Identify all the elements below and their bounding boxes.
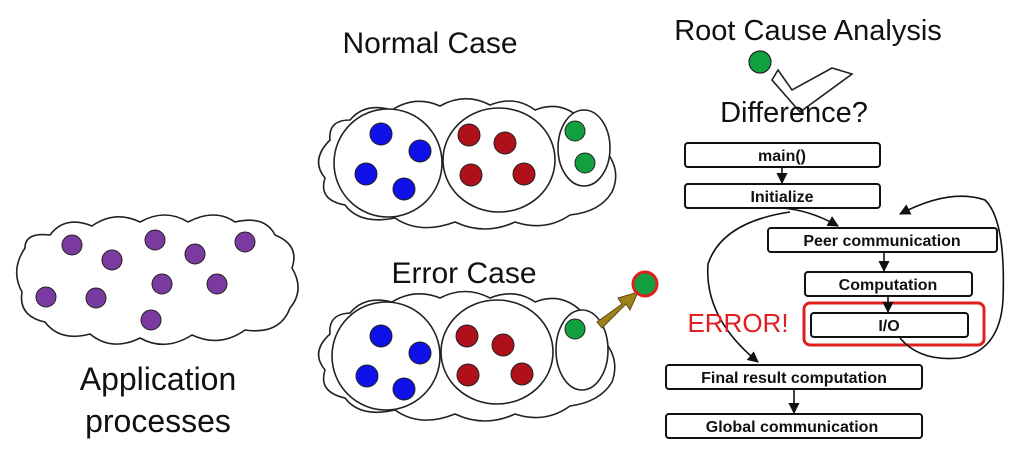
flow-label-final: Final result computation: [701, 370, 887, 387]
red-process: [510, 362, 534, 386]
process-dot: [61, 234, 83, 256]
error-case-label: Error Case: [391, 257, 536, 290]
flow-label-main: main(): [758, 148, 806, 165]
faulty-process-arrow: [596, 291, 639, 329]
red-process: [455, 324, 479, 348]
green-process: [564, 318, 586, 340]
red-process: [459, 163, 483, 187]
error-case-cluster: [317, 290, 616, 422]
green-group: [557, 109, 611, 187]
application-label-line1: Application: [80, 361, 237, 397]
error-label: ERROR!: [687, 308, 788, 338]
application-cloud: [15, 214, 299, 346]
flow-label-peer: Peer communication: [803, 233, 960, 250]
call-flow: main() Initialize Peer communication Com…: [665, 142, 1005, 439]
flow-label-global: Global communication: [706, 419, 878, 436]
blue-process: [369, 122, 393, 146]
process-dot: [151, 273, 173, 295]
application-label-line2: processes: [85, 403, 231, 439]
green-process: [574, 152, 596, 174]
blue-process: [369, 324, 393, 348]
flow-arrow: [706, 211, 791, 363]
blue-process: [392, 177, 416, 201]
flow-label-io: I/O: [878, 318, 899, 335]
faulty-process: [631, 270, 659, 298]
flow-label-initialize: Initialize: [750, 189, 813, 206]
process-dot: [206, 273, 228, 295]
blue-process: [354, 162, 378, 186]
flow-box-peer: [767, 227, 998, 253]
process-dot: [85, 287, 107, 309]
process-dot: [101, 249, 123, 271]
red-process: [493, 131, 517, 155]
red-process: [457, 123, 481, 147]
process-dot: [184, 243, 206, 265]
error-highlight: [802, 301, 986, 347]
normal-case-cluster: [317, 97, 617, 230]
blue-process: [355, 364, 379, 388]
root-cause-label: Root Cause Analysis: [674, 15, 942, 47]
process-dot: [140, 309, 162, 331]
red-process: [456, 363, 480, 387]
blue-process: [392, 377, 416, 401]
loop-arrow: [899, 195, 1005, 360]
red-process: [491, 333, 515, 357]
process-dot: [35, 286, 57, 308]
red-process: [512, 162, 536, 186]
flow-label-computation: Computation: [839, 277, 938, 294]
green-process: [564, 120, 586, 142]
purple-processes: [35, 229, 256, 331]
flow-arrow: [781, 207, 839, 227]
normal-case-label: Normal Case: [342, 27, 517, 60]
blue-process: [408, 341, 432, 365]
process-dot: [144, 229, 166, 251]
magnifier-icon: [748, 50, 854, 114]
blue-process: [408, 139, 432, 163]
process-dot: [234, 231, 256, 253]
red-group: [442, 107, 556, 213]
difference-label: Difference?: [720, 97, 868, 129]
